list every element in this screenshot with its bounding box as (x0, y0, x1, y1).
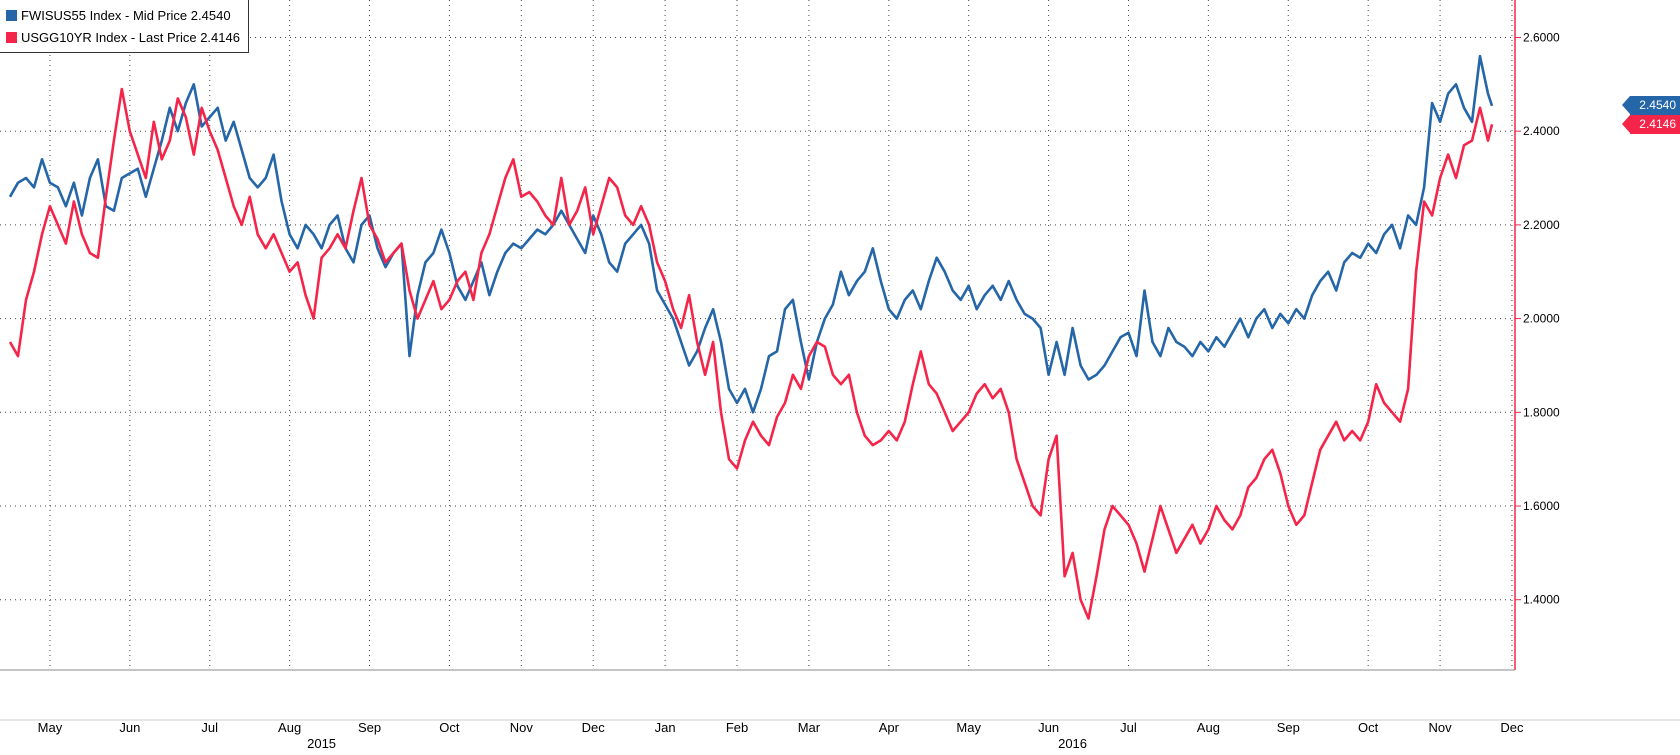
x-tick-label: Aug (1197, 720, 1220, 735)
x-tick-label: Oct (439, 720, 460, 735)
legend: FWISUS55 Index - Mid Price 2.4540 USGG10… (0, 0, 249, 53)
legend-item-red: USGG10YR Index - Last Price 2.4146 (6, 26, 240, 48)
series-line-fwisus55 (8, 54, 1494, 414)
series-line-usgg10yr (8, 87, 1494, 620)
x-tick-label: Nov (1429, 720, 1453, 735)
x-tick-label: Apr (879, 720, 900, 735)
x-tick-label: Feb (726, 720, 748, 735)
legend-swatch-red (6, 31, 17, 43)
x-tick-label: Jan (655, 720, 676, 735)
legend-label-blue: FWISUS55 Index - Mid Price (21, 7, 188, 23)
x-tick-label: Mar (798, 720, 821, 735)
y-axis: 1.4000 1.6000 1.8000 2.0000 2.2000 2.4000 2.60… (1514, 0, 1560, 670)
x-tick-label: Jul (1120, 720, 1137, 735)
legend-swatch-blue (6, 9, 17, 21)
y-tick-label: 2.6000 (1523, 30, 1560, 44)
x-tick-label: May (956, 720, 981, 735)
series-layer (8, 54, 1494, 620)
x-tick-label: Aug (278, 720, 301, 735)
y-tick-label: 2.0000 (1523, 312, 1560, 326)
x-year-label: 2016 (1058, 736, 1087, 751)
last-value-badge-blue: 2.4540 (1622, 95, 1680, 115)
legend-value-blue: 2.4540 (190, 7, 231, 23)
legend-value-red: 2.4146 (200, 29, 240, 45)
x-tick-label: Oct (1358, 720, 1379, 735)
last-value-badge-red: 2.4146 (1622, 115, 1680, 135)
x-tick-label: Jul (201, 720, 218, 735)
y-tick-label: 1.6000 (1523, 499, 1560, 513)
x-tick-label: Jun (119, 720, 140, 735)
y-tick-label: 1.8000 (1523, 405, 1560, 419)
x-year-label: 2015 (307, 736, 336, 751)
x-tick-label: Dec (1500, 720, 1524, 735)
x-tick-label: Dec (582, 720, 606, 735)
legend-label-red: USGG10YR Index - Last Price (21, 29, 197, 45)
x-tick-label: May (38, 720, 63, 735)
grid-lines (0, 0, 1515, 670)
x-tick-label: Sep (1277, 720, 1300, 735)
y-tick-label: 2.4000 (1523, 124, 1560, 138)
y-tick-label: 1.4000 (1523, 593, 1560, 607)
x-tick-label: Jun (1038, 720, 1059, 735)
legend-item-blue: FWISUS55 Index - Mid Price 2.4540 (6, 4, 240, 26)
x-tick-label: Sep (358, 720, 381, 735)
x-tick-label: Nov (510, 720, 534, 735)
x-axis: May Jun Jul Aug Sep Oct Nov Dec Jan Feb Mar Apr May J… (0, 669, 1680, 751)
y-tick-label: 2.2000 (1523, 218, 1560, 232)
